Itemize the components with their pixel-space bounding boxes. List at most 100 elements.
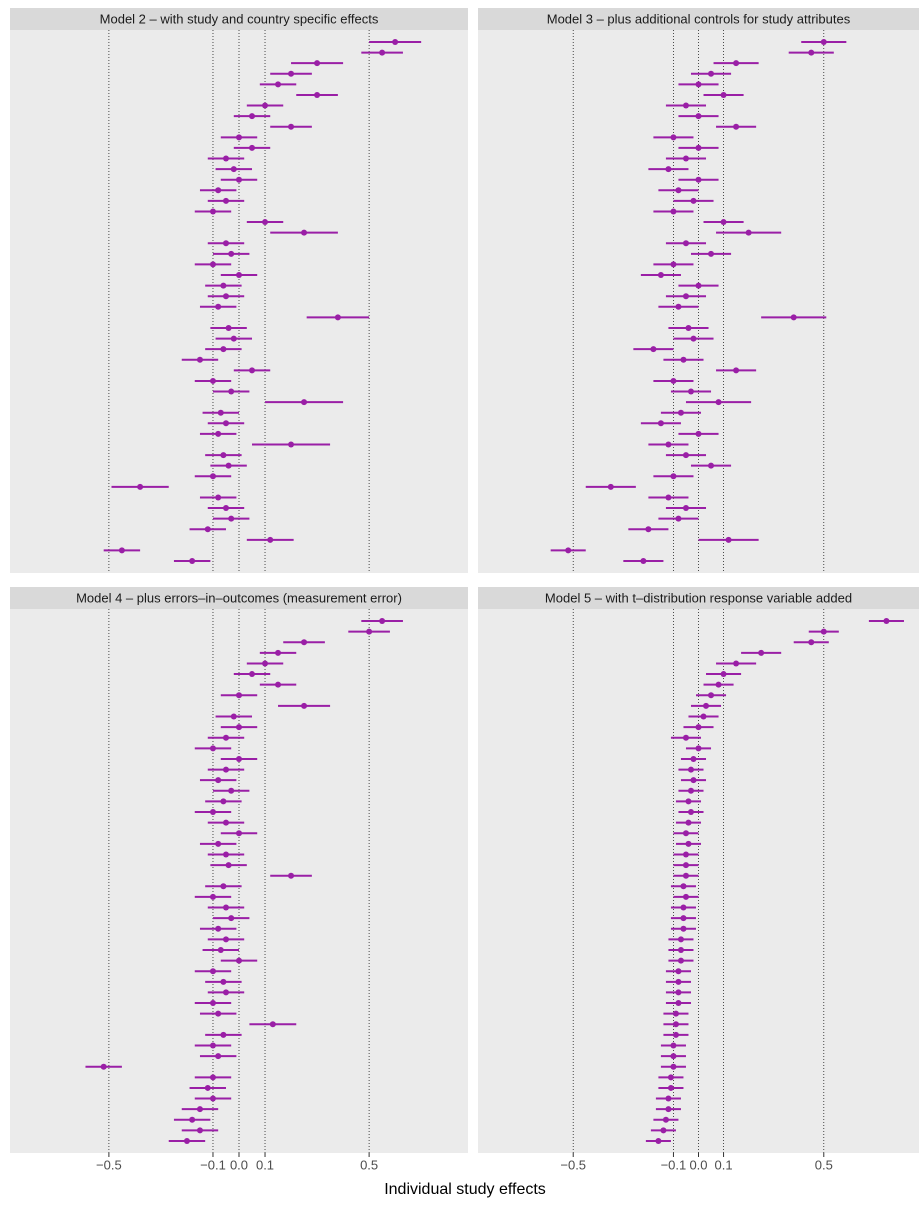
point [220,346,227,353]
point [677,936,684,943]
point [657,420,664,427]
point [209,1074,216,1081]
x-tick-label: 0.1 [715,1157,733,1172]
point [288,70,295,77]
point [677,409,684,416]
point [680,356,687,363]
point [189,558,196,564]
point [695,144,702,151]
strip [10,587,468,609]
point [262,102,269,109]
point [675,515,682,522]
point [682,872,689,879]
point [745,229,752,236]
point [379,49,386,56]
point [670,1063,677,1070]
point [670,1042,677,1049]
point [682,155,689,162]
point [808,49,815,56]
point [690,777,697,784]
point [680,915,687,922]
point [230,335,237,342]
point [670,377,677,384]
point [137,483,144,490]
point [565,547,572,554]
point [725,536,732,543]
point [682,452,689,459]
point [275,81,282,88]
point [662,1116,669,1123]
point [215,777,222,784]
point [236,724,242,731]
point [665,494,672,501]
strip [478,587,919,609]
point [675,989,682,996]
point [209,809,216,816]
point [225,862,232,869]
panel-title: Model 2 – with study and country specifi… [100,11,379,26]
point [675,303,682,310]
point [672,1031,679,1038]
point [665,441,672,448]
point [685,819,692,826]
point [672,1010,679,1017]
point [808,639,815,646]
point [670,134,677,141]
point [217,946,224,953]
point [222,851,229,858]
point [715,681,722,688]
point [685,324,692,331]
point [682,851,689,858]
point [288,441,295,448]
point [217,409,224,416]
point [228,250,235,257]
point [720,219,727,226]
point [677,957,684,964]
point [675,1000,682,1007]
point [655,1138,662,1144]
point [695,724,702,731]
point [301,399,308,406]
point [687,787,694,794]
point [334,314,341,321]
point [222,293,229,300]
point [667,1074,674,1081]
point [222,766,229,773]
point [687,809,694,816]
point [675,187,682,194]
point [670,208,677,215]
point [682,893,689,900]
point [275,649,282,656]
point [758,649,765,656]
point [708,462,715,469]
point [682,830,689,837]
point [222,819,229,826]
point [236,957,242,964]
point [695,430,702,437]
point [204,526,211,533]
point [675,968,682,975]
point [249,113,256,120]
point [275,681,282,688]
point [222,197,229,204]
x-tick-label: 0.5 [815,1157,833,1172]
point [695,113,702,120]
point [288,123,295,130]
point [733,60,740,67]
point [209,473,216,480]
point [236,692,242,699]
point [733,660,740,667]
point [220,452,227,459]
point [640,558,647,564]
point [695,81,702,88]
point [677,946,684,953]
point [645,526,652,533]
point [685,840,692,847]
point [607,483,614,490]
point [222,505,229,512]
point [650,346,657,353]
point [228,388,235,395]
point [236,830,242,837]
point [366,628,373,635]
point [230,713,237,720]
